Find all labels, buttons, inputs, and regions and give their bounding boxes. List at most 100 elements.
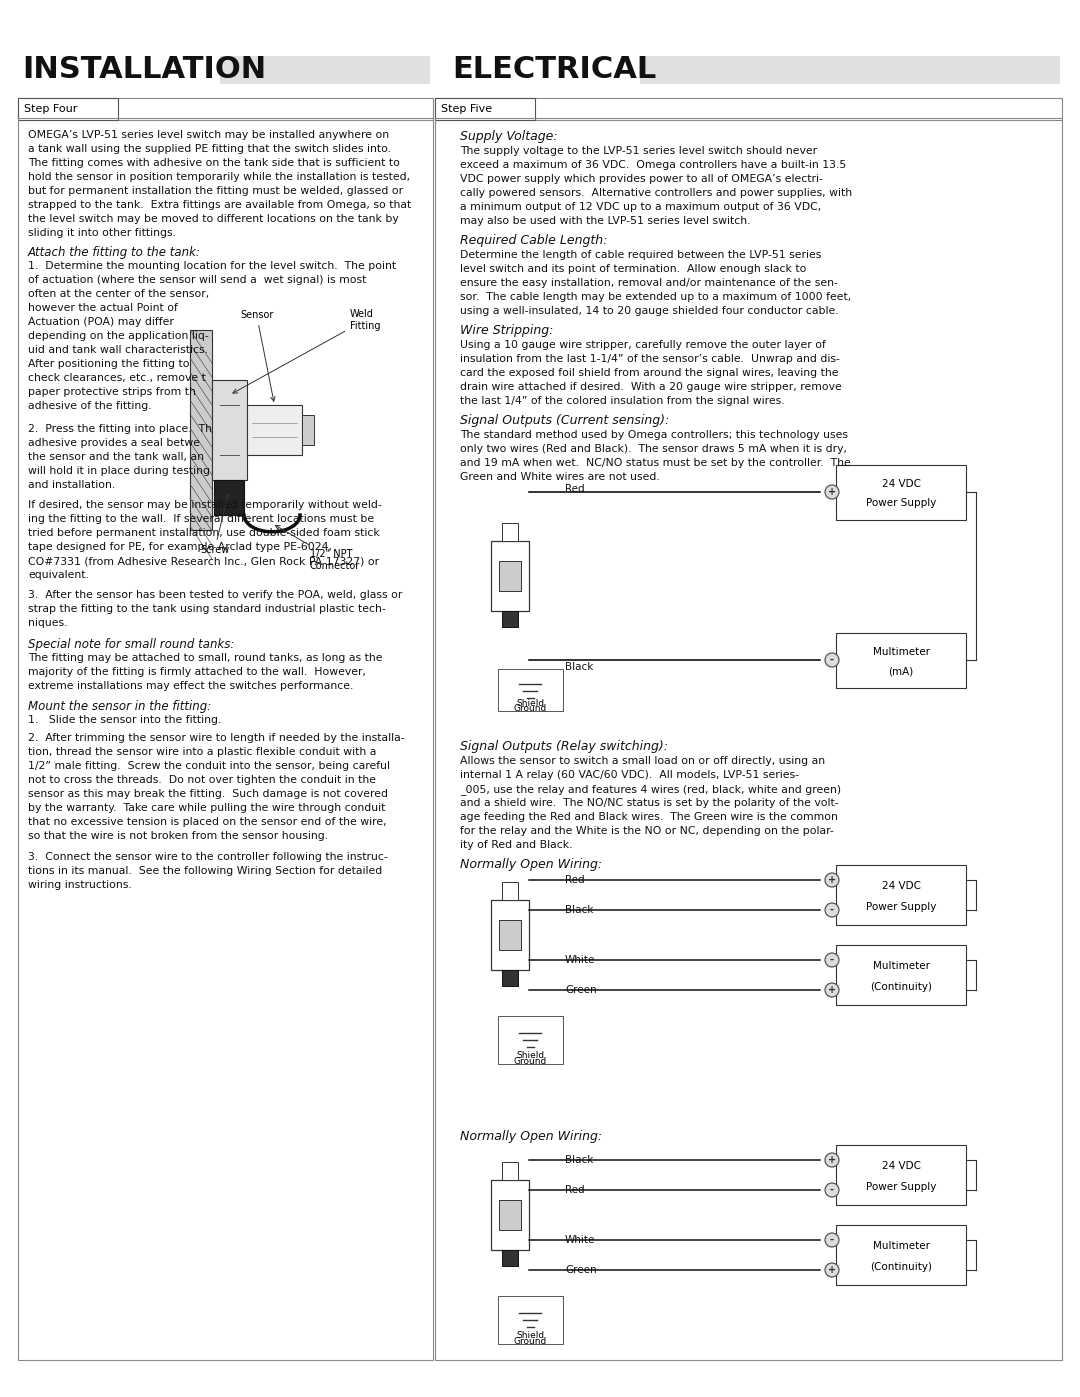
Circle shape [825,1234,839,1248]
Text: 3.  Connect the sensor wire to the controller following the instruc-: 3. Connect the sensor wire to the contro… [28,852,388,862]
Text: 3.  After the sensor has been tested to verify the POA, weld, glass or: 3. After the sensor has been tested to v… [28,590,403,599]
Text: 24 VDC: 24 VDC [881,479,920,489]
Text: Screw: Screw [200,493,229,555]
Text: Power Supply: Power Supply [866,497,936,509]
Text: Step Five: Step Five [441,103,492,115]
Text: however the actual Point of: however the actual Point of [28,303,178,313]
Text: not to cross the threads.  Do not over tighten the conduit in the: not to cross the threads. Do not over ti… [28,775,376,785]
Text: Black: Black [565,1155,593,1165]
Text: strapped to the tank.  Extra fittings are available from Omega, so that: strapped to the tank. Extra fittings are… [28,200,411,210]
Text: Power Supply: Power Supply [866,1182,936,1192]
Text: Red: Red [565,1185,584,1194]
Text: exceed a maximum of 36 VDC.  Omega controllers have a built-in 13.5: exceed a maximum of 36 VDC. Omega contro… [460,161,847,170]
Text: +: + [828,875,836,886]
Text: (Continuity): (Continuity) [870,1261,932,1273]
Text: adhesive provides a seal betwe: adhesive provides a seal betwe [28,439,200,448]
Text: ity of Red and Black.: ity of Red and Black. [460,840,572,849]
Text: Multimeter: Multimeter [873,961,930,971]
Text: Signal Outputs (Relay switching):: Signal Outputs (Relay switching): [460,740,669,753]
Text: that no excessive tension is placed on the sensor end of the wire,: that no excessive tension is placed on t… [28,817,387,827]
Bar [836,944,966,1004]
Text: and installation.: and installation. [28,481,116,490]
Text: 1.   Slide the sensor into the fitting.: 1. Slide the sensor into the fitting. [28,715,221,725]
Text: -: - [831,655,834,665]
Text: Ground: Ground [513,1337,546,1347]
Bar [18,98,118,120]
Text: 2.  Press the fitting into place.  Th: 2. Press the fitting into place. Th [28,425,212,434]
Text: sliding it into other fittings.: sliding it into other fittings. [28,228,176,237]
Bar [247,405,302,455]
Bar [435,98,1062,120]
Bar [502,610,518,627]
Text: The fitting may be attached to small, round tanks, as long as the: The fitting may be attached to small, ro… [28,652,382,664]
Text: 24 VDC: 24 VDC [881,882,920,891]
Text: Ground: Ground [513,704,546,714]
Circle shape [825,1183,839,1197]
Text: _005, use the relay and features 4 wires (red, black, white and green): _005, use the relay and features 4 wires… [460,784,841,795]
Bar [435,98,535,120]
Circle shape [825,1153,839,1166]
Text: Using a 10 gauge wire stripper, carefully remove the outer layer of: Using a 10 gauge wire stripper, carefull… [460,339,826,351]
Text: If desired, the sensor may be installed temporarily without weld-: If desired, the sensor may be installed … [28,500,381,510]
Text: but for permanent installation the fitting must be welded, glassed or: but for permanent installation the fitti… [28,186,403,196]
Circle shape [825,1263,839,1277]
Bar [498,669,563,711]
Text: Red: Red [565,875,584,886]
Text: and a shield wire.  The NO/NC status is set by the polarity of the volt-: and a shield wire. The NO/NC status is s… [460,798,839,807]
Text: 1/2” male fitting.  Screw the conduit into the sensor, being careful: 1/2” male fitting. Screw the conduit int… [28,761,390,771]
Text: ensure the easy installation, removal and/or maintenance of the sen-: ensure the easy installation, removal an… [460,278,838,288]
Text: -: - [831,905,834,915]
Text: White: White [565,956,595,965]
Text: Red: Red [565,483,584,495]
Text: 2.  After trimming the sensor wire to length if needed by the installa-: 2. After trimming the sensor wire to len… [28,733,405,743]
Bar [214,481,244,515]
Text: Black: Black [565,905,593,915]
Text: ELECTRICAL: ELECTRICAL [453,54,657,84]
Text: Wire Stripping:: Wire Stripping: [460,324,553,337]
Text: a tank wall using the supplied PE fitting that the switch slides into.: a tank wall using the supplied PE fittin… [28,144,391,154]
Text: White: White [565,1235,595,1245]
Text: the last 1/4” of the colored insulation from the signal wires.: the last 1/4” of the colored insulation … [460,395,785,407]
Text: Step Four: Step Four [24,103,78,115]
Text: Green and White wires are not used.: Green and White wires are not used. [460,472,660,482]
Text: drain wire attached if desired.  With a 20 gauge wire stripper, remove: drain wire attached if desired. With a 2… [460,381,841,393]
Text: internal 1 A relay (60 VAC/60 VDC).  All models, LVP-51 series-: internal 1 A relay (60 VAC/60 VDC). All … [460,770,799,780]
Bar [640,56,1059,84]
Text: Sensor: Sensor [240,310,275,401]
Text: The fitting comes with adhesive on the tank side that is sufficient to: The fitting comes with adhesive on the t… [28,158,400,168]
Text: so that the wire is not broken from the sensor housing.: so that the wire is not broken from the … [28,831,328,841]
Circle shape [825,902,839,916]
Text: (Continuity): (Continuity) [870,982,932,992]
Text: uid and tank wall characteristics.: uid and tank wall characteristics. [28,345,208,355]
Text: tried before permanent installation, use double-sided foam stick: tried before permanent installation, use… [28,528,380,538]
Text: Shield: Shield [516,1331,544,1340]
Text: tions in its manual.  See the following Wiring Section for detailed: tions in its manual. See the following W… [28,866,382,876]
Text: +: + [828,488,836,497]
Text: The supply voltage to the LVP-51 series level switch should never: The supply voltage to the LVP-51 series … [460,147,818,156]
Bar [502,1250,518,1266]
Text: card the exposed foil shield from around the signal wires, leaving the: card the exposed foil shield from around… [460,367,838,379]
Text: 1.  Determine the mounting location for the level switch.  The point: 1. Determine the mounting location for t… [28,261,396,271]
Bar [836,1146,966,1206]
Text: +: + [828,1266,836,1275]
Text: for the relay and the White is the NO or NC, depending on the polar-: for the relay and the White is the NO or… [460,826,834,835]
Text: Signal Outputs (Current sensing):: Signal Outputs (Current sensing): [460,414,670,427]
Text: and 19 mA when wet.  NC/NO status must be set by the controller.  The: and 19 mA when wet. NC/NO status must be… [460,458,851,468]
Text: Mount the sensor in the fitting:: Mount the sensor in the fitting: [28,700,212,712]
Text: the sensor and the tank wall, an: the sensor and the tank wall, an [28,453,204,462]
Text: Green: Green [565,1266,596,1275]
Bar [212,380,247,481]
Bar [836,865,966,925]
Text: Weld
Fitting: Weld Fitting [233,309,380,393]
Text: Special note for small round tanks:: Special note for small round tanks: [28,638,234,651]
Circle shape [825,983,839,997]
Bar [502,970,518,986]
Bar [836,464,966,520]
Bar [836,633,966,687]
Text: +: + [828,1155,836,1165]
Bar [502,1162,518,1180]
Text: INSTALLATION: INSTALLATION [22,54,266,84]
Text: sor.  The cable length may be extended up to a maximum of 1000 feet,: sor. The cable length may be extended up… [460,292,851,302]
Text: Shield: Shield [516,698,544,708]
Bar [18,98,433,120]
